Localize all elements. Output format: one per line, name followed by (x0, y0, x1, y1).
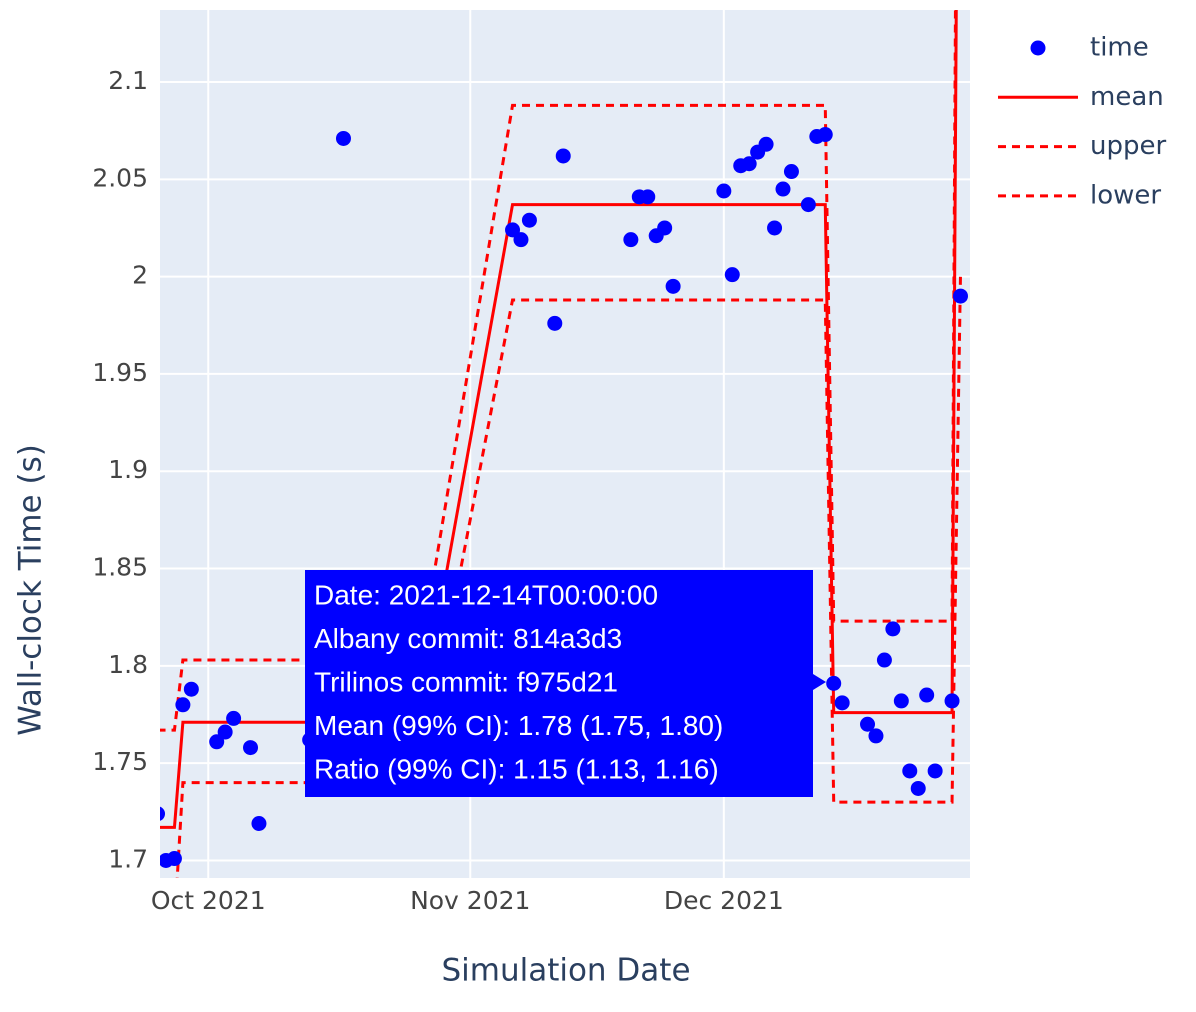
y-axis-title: Wall-clock Time (s) (13, 444, 49, 736)
y-tick-label: 1.85 (92, 553, 148, 582)
legend-label: upper (1090, 131, 1166, 161)
data-point (775, 181, 791, 197)
legend-label: time (1090, 33, 1149, 63)
data-point (826, 675, 842, 691)
data-point (741, 156, 757, 172)
data-point (834, 695, 850, 711)
data-point (919, 687, 935, 703)
data-point (243, 740, 259, 756)
y-tick-label: 2.05 (92, 163, 148, 192)
data-point (547, 315, 563, 331)
data-point (885, 621, 901, 637)
labels: 1.7 1.75 1.8 1.85 1.9 1.95 2 2.05 2.1 Oct 2021 Nov… (92, 66, 783, 915)
data-point (758, 136, 774, 152)
y-tick-label: 1.75 (92, 747, 148, 776)
legend: time mean upper lower (998, 33, 1166, 210)
data-point (665, 278, 681, 294)
data-point (175, 697, 191, 713)
x-axis-title: Simulation Date (441, 953, 690, 989)
data-point (876, 652, 892, 668)
data-point (251, 816, 267, 832)
tooltip-line: Ratio (99% CI): 1.15 (1.13, 1.16) (314, 753, 719, 784)
data-point (335, 130, 351, 146)
y-tick-label: 2 (132, 261, 148, 290)
y-tick-label: 1.7 (108, 844, 148, 873)
line (175, 274, 962, 878)
tooltip-line: Date: 2021-12-14T00:00:00 (314, 579, 658, 610)
data-point (767, 220, 783, 236)
tooltip-line: Mean (99% CI): 1.78 (1.75, 1.80) (314, 710, 723, 741)
data-point (868, 728, 884, 744)
data-point (209, 734, 225, 750)
data-layer (160, 10, 968, 878)
data-point (657, 220, 673, 236)
data-point (927, 763, 943, 779)
data-point (640, 189, 656, 205)
y-tick-label: 2.1 (108, 66, 148, 95)
tooltip-box (305, 570, 826, 797)
x-tick-label: Oct 2021 (151, 886, 266, 915)
data-point (623, 232, 639, 248)
hover-tooltip: Date: 2021-12-14T00:00:00 Albany commit: … (305, 570, 826, 797)
data-point (910, 780, 926, 796)
data-point (505, 222, 521, 238)
data-point (521, 212, 537, 228)
data-point (226, 710, 242, 726)
data-point (724, 267, 740, 283)
data-point (513, 232, 529, 248)
x-tick-label: Nov 2021 (410, 886, 530, 915)
y-tick-label: 1.8 (108, 650, 148, 679)
data-point (817, 127, 833, 143)
data-point (800, 197, 816, 213)
data-point (217, 724, 233, 740)
line (160, 10, 957, 732)
data-point (555, 148, 571, 164)
y-tick-label: 1.95 (92, 358, 148, 387)
tooltip-line: Trilinos commit: f975d21 (314, 666, 618, 697)
line (160, 10, 958, 829)
data-point (166, 851, 182, 867)
data-point (783, 164, 799, 180)
data-point (893, 693, 909, 709)
data-point (952, 288, 968, 304)
data-point (716, 183, 732, 199)
tooltip-line: Albany commit: 814a3d3 (314, 623, 622, 654)
data-point (860, 716, 876, 732)
x-tick-label: Dec 2021 (664, 886, 784, 915)
data-point (160, 806, 166, 821)
y-tick-label: 1.9 (108, 455, 148, 484)
legend-label: mean (1090, 82, 1164, 112)
data-point (183, 681, 199, 697)
data-point (944, 693, 960, 709)
legend-symbol (1030, 40, 1046, 56)
data-point (902, 763, 918, 779)
legend-label: lower (1090, 180, 1161, 210)
